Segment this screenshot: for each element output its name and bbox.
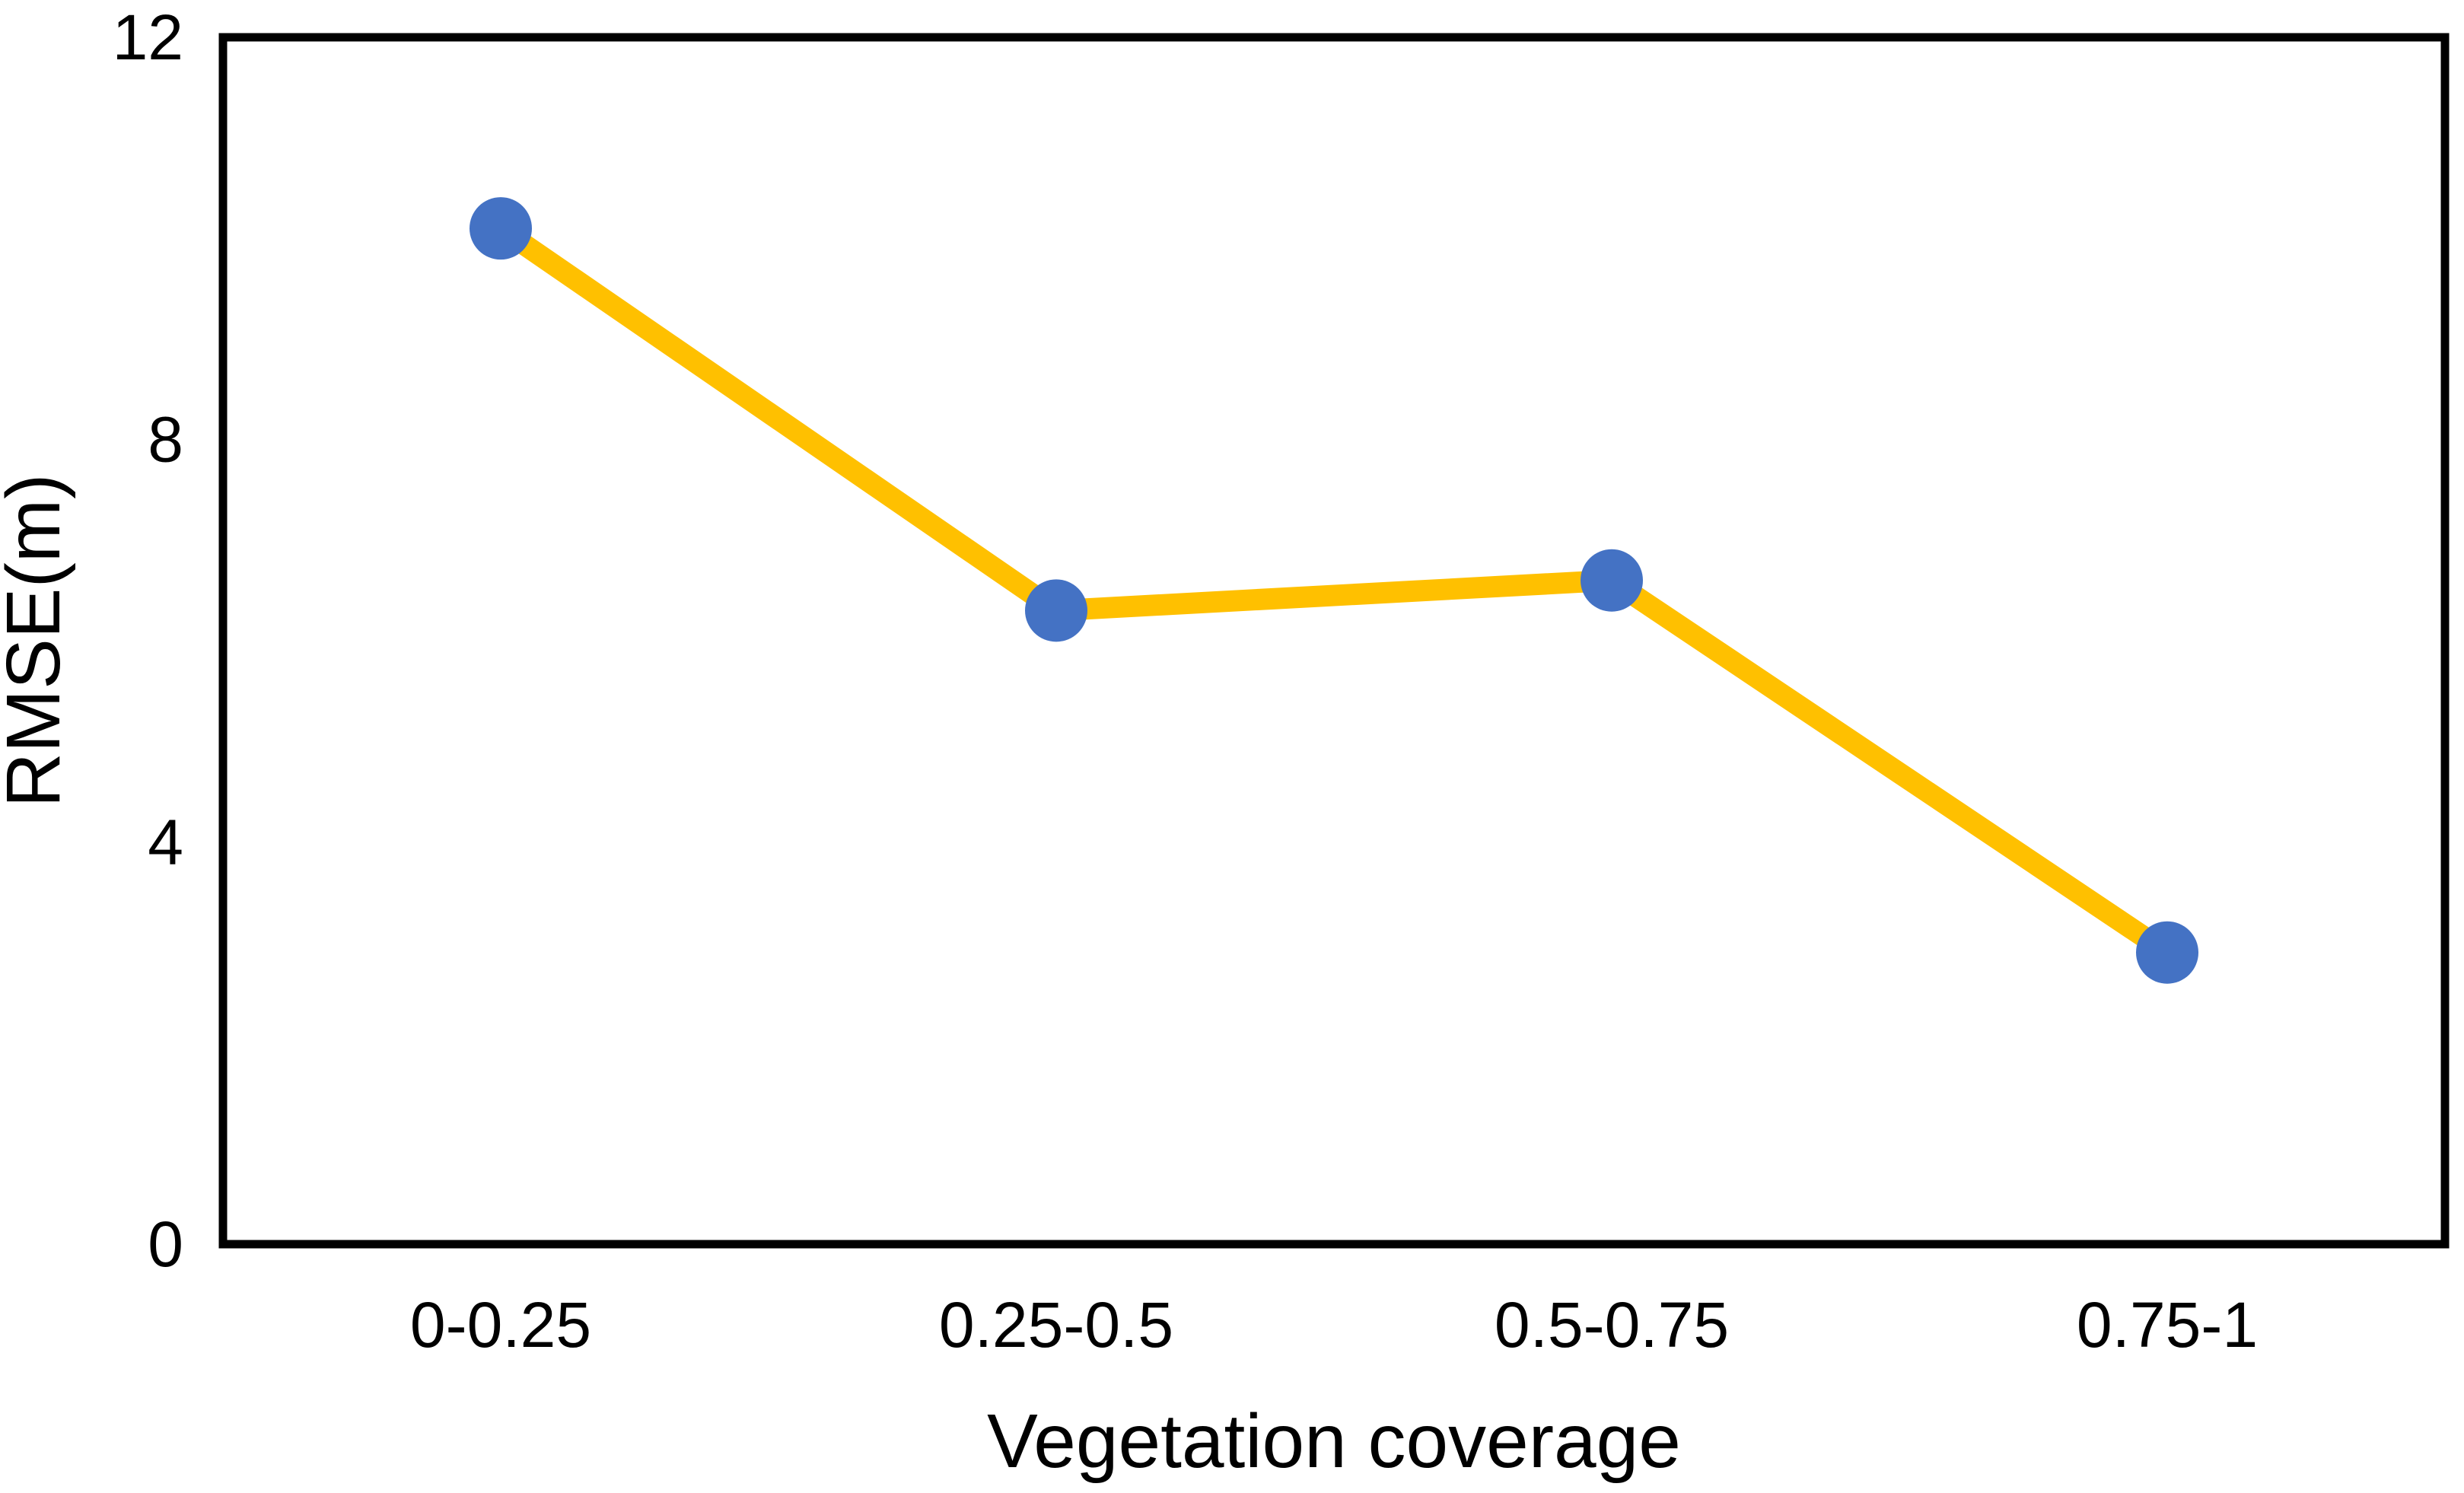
y-axis-title: RMSE(m) [0, 474, 76, 808]
y-tick-label: 4 [148, 806, 183, 877]
x-axis-title: Vegetation coverage [987, 1399, 1681, 1484]
data-point [470, 197, 532, 260]
y-tick-label: 8 [148, 404, 183, 476]
data-line [490, 218, 2178, 963]
x-tick-label: 0.5-0.75 [1495, 1289, 1729, 1361]
data-point [1581, 549, 1643, 612]
x-tick-label: 0-0.25 [410, 1289, 591, 1361]
plot-frame [218, 33, 2450, 1249]
x-tick-label: 0.25-0.5 [939, 1289, 1173, 1361]
y-tick-label: 12 [113, 2, 183, 73]
data-point [2136, 921, 2198, 984]
data-point [1025, 579, 1087, 642]
y-tick-label: 0 [148, 1208, 183, 1280]
x-tick-label: 0.75-1 [2077, 1289, 2258, 1361]
